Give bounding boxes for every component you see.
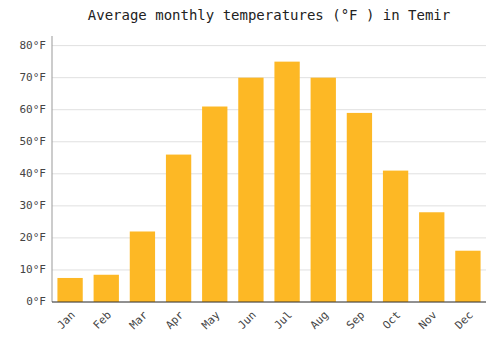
grid-line: [52, 77, 486, 78]
bar: [202, 107, 227, 302]
y-tick-label: 30°F: [20, 199, 47, 212]
y-axis: 0°F 10°F 20°F 30°F 40°F 50°F 60°F 70°F 80°F: [20, 36, 53, 308]
bar: [419, 212, 444, 302]
y-tick-label: 80°F: [20, 39, 47, 52]
bar: [455, 251, 480, 302]
y-axis-line: [52, 36, 53, 302]
x-tick-label: Feb: [91, 309, 114, 332]
bar: [166, 155, 191, 302]
grid-line: [52, 205, 486, 206]
bar: [383, 171, 408, 302]
x-tick-label: May: [199, 308, 223, 332]
bar: [274, 62, 299, 302]
x-tick-label: Dec: [452, 309, 475, 332]
chart: 0°F 10°F 20°F 30°F 40°F 50°F 60°F 70°F 80°F Jan Fe…: [0, 0, 500, 350]
y-tick-label: 40°F: [20, 167, 47, 180]
bar: [94, 275, 119, 302]
chart-container: 0°F 10°F 20°F 30°F 40°F 50°F 60°F 70°F 80°F Jan Fe…: [0, 0, 500, 350]
y-tick-label: 0°F: [26, 295, 46, 308]
x-tick-label: Nov: [416, 308, 440, 332]
y-tick-label: 60°F: [20, 103, 47, 116]
x-tick-label: Aug: [308, 309, 331, 332]
x-tick-label: Sep: [344, 309, 367, 332]
bar: [130, 231, 155, 302]
x-tick-label: Apr: [163, 308, 187, 332]
x-tick-label: Jan: [55, 309, 78, 332]
x-tick-label: Mar: [127, 308, 151, 332]
x-tick-label: Jun: [235, 309, 258, 332]
x-axis-line: [52, 302, 486, 303]
title: Average monthly temperatures (°F ) in Te…: [88, 7, 450, 23]
grid: [52, 46, 486, 302]
x-axis: Jan Feb Mar Apr May Jun Jul Aug Sep Oct Nov Dec: [52, 302, 486, 332]
grid-line: [52, 45, 486, 46]
grid-line: [52, 173, 486, 174]
grid-line: [52, 109, 486, 110]
y-tick-label: 20°F: [20, 231, 47, 244]
x-tick-label: Jul: [272, 309, 295, 332]
y-tick-label: 70°F: [20, 71, 47, 84]
bar: [238, 78, 263, 302]
grid-line: [52, 141, 486, 142]
bar: [311, 78, 336, 302]
bar: [57, 278, 82, 302]
bar: [347, 113, 372, 302]
x-tick-label: Oct: [380, 309, 403, 332]
grid-line: [52, 302, 486, 303]
y-tick-label: 10°F: [20, 263, 47, 276]
y-tick-label: 50°F: [20, 135, 47, 148]
bars: [57, 62, 480, 302]
